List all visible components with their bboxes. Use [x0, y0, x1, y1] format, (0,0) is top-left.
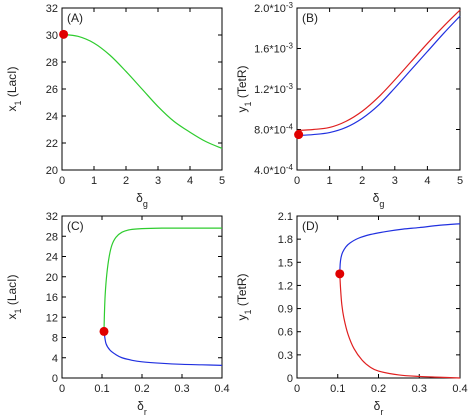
y-tick-label: 2.1: [278, 211, 293, 223]
x-axis-label: δr: [137, 399, 147, 417]
y-axis-label: x1 (LacI): [5, 66, 23, 111]
series-line-1: [61, 33, 223, 149]
x-tick-label: 5: [457, 175, 463, 187]
data-point-marker: [59, 29, 69, 39]
x-tick-label: 3: [155, 175, 161, 187]
x-tick-label: 5: [219, 175, 225, 187]
panel-label: (C): [67, 219, 84, 233]
x-tick-label: 0: [294, 175, 300, 187]
y-tick-label: 1.5: [278, 257, 293, 269]
y-tick-label: 0.9: [278, 304, 293, 316]
panel-1: 0 1 2 3 4 5 20 22 24 26 28 30 32 (A) δg x1 (LacI): [5, 3, 225, 209]
series-line-1: [339, 223, 461, 274]
x-tick-label: 0.3: [412, 383, 427, 395]
panel-2: 0 1 2 3 4 5 4.0*10-4 8.0*10-4 1.2*10-3 1.6*10-3 2.…: [235, 1, 463, 210]
y-axis-label: x1 (LacI): [5, 274, 23, 319]
data-point-marker: [99, 326, 109, 336]
series-line-1: [103, 227, 222, 332]
y-tick-label: 12: [46, 312, 58, 324]
x-tick-label: 1: [327, 175, 333, 187]
series-line-2: [339, 273, 461, 379]
y-tick-label: 8: [52, 333, 58, 345]
y-tick-label: 32: [46, 3, 58, 15]
y-tick-label: 32: [46, 211, 58, 223]
data-point-marker: [335, 269, 345, 279]
y-axis-label: y1 (TetR): [235, 65, 253, 112]
series-line-1: [296, 9, 461, 132]
x-tick-label: 2: [359, 175, 365, 187]
x-tick-label: 1: [91, 175, 97, 187]
x-tick-label: 4: [187, 175, 193, 187]
y-tick-label: 8.0*10-4: [254, 122, 293, 137]
x-tick-label: 2: [123, 175, 129, 187]
y-tick-label: 0: [52, 373, 58, 385]
y-tick-label: 24: [46, 252, 58, 264]
x-axis-label: δg: [136, 191, 148, 209]
x-tick-label: 0.4: [452, 383, 467, 395]
y-tick-label: 1.6*10-3: [254, 41, 293, 56]
data-point-marker: [294, 130, 304, 140]
series-line-2: [296, 15, 461, 137]
x-axis-label: δr: [374, 399, 384, 417]
y-tick-label: 1.2*10-3: [254, 82, 293, 97]
series-line-2: [103, 331, 223, 366]
x-tick-label: 0.4: [214, 383, 229, 395]
x-tick-label: 0.1: [94, 383, 109, 395]
y-tick-label: 0.3: [278, 350, 293, 362]
y-tick-label: 22: [46, 138, 58, 150]
y-tick-label: 2.0*10-3: [254, 1, 293, 16]
y-axis-label: y1 (TetR): [235, 273, 253, 320]
y-tick-label: 0: [287, 373, 293, 385]
x-tick-label: 0: [59, 383, 65, 395]
y-tick-label: 4: [52, 353, 58, 365]
panel-label: (B): [302, 11, 318, 25]
x-tick-label: 4: [424, 175, 430, 187]
plot-frame: [61, 215, 223, 379]
y-tick-label: 26: [46, 84, 58, 96]
x-tick-label: 0.1: [330, 383, 345, 395]
panel-label: (A): [67, 11, 83, 25]
y-tick-label: 0.6: [278, 327, 293, 339]
y-tick-label: 1.8: [278, 234, 293, 246]
y-tick-label: 20: [46, 272, 58, 284]
x-tick-label: 0.2: [134, 383, 149, 395]
y-tick-label: 4.0*10-4: [254, 163, 293, 178]
panel-4: 0 0.1 0.2 0.3 0.4 0 0.3 0.6 0.9 1.2 1.5 1.8 2.1 (D) δr…: [235, 211, 468, 417]
panel-label: (D): [302, 219, 319, 233]
panel-3: 0 0.1 0.2 0.3 0.4 0 4 8 12 16 20 24 28 32 (C) δr x1 (Lac…: [5, 211, 230, 417]
plot-frame: [296, 7, 461, 171]
x-tick-label: 0.3: [174, 383, 189, 395]
y-tick-label: 30: [46, 30, 58, 42]
y-tick-label: 16: [46, 292, 58, 304]
y-tick-label: 28: [46, 231, 58, 243]
y-tick-label: 28: [46, 57, 58, 69]
x-tick-label: 0: [294, 383, 300, 395]
x-tick-label: 3: [392, 175, 398, 187]
y-tick-label: 20: [46, 165, 58, 177]
y-tick-label: 1.2: [278, 280, 293, 292]
y-tick-label: 24: [46, 111, 58, 123]
x-tick-label: 0.2: [371, 383, 386, 395]
x-tick-label: 0: [59, 175, 65, 187]
plot-frame: [296, 215, 461, 379]
x-axis-label: δg: [373, 191, 385, 209]
